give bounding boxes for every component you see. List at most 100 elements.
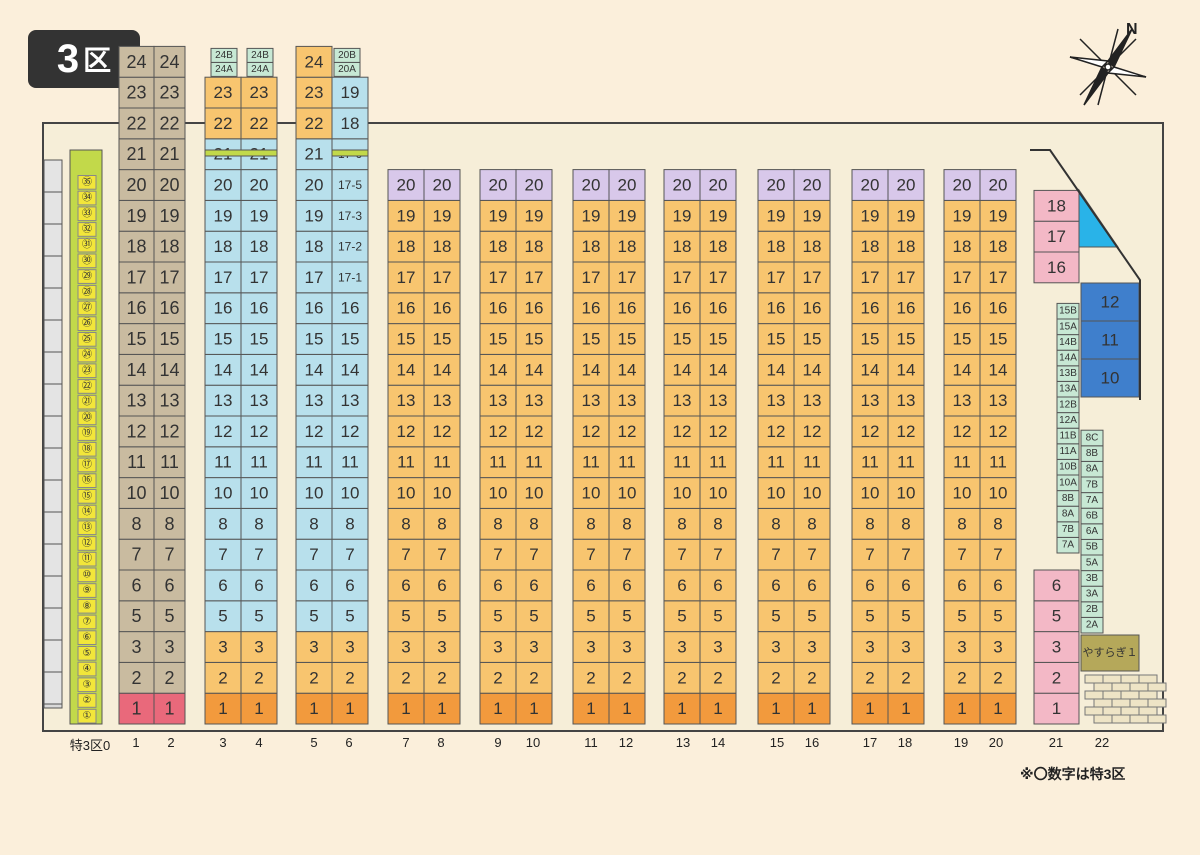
brick	[1084, 674, 1104, 684]
lot-cell	[204, 600, 242, 633]
lot-cell	[757, 446, 795, 479]
lot-label: 11	[618, 453, 636, 472]
lot-label: 15	[618, 330, 637, 349]
special-lot-label: ⑪	[82, 553, 92, 565]
lot-label: 13	[489, 391, 508, 410]
special-lot-label: ㉝	[82, 207, 92, 219]
lot-cell	[423, 384, 461, 417]
lot-cell	[699, 292, 737, 325]
special-lot-cell	[77, 300, 97, 316]
lot-cell	[887, 477, 925, 509]
lot-label: 19	[525, 206, 544, 225]
lot-label: 6	[771, 576, 780, 595]
lot-cell	[793, 569, 831, 602]
lot-label: 16	[305, 299, 324, 318]
lot-label: 10	[1101, 369, 1120, 388]
lot-cell	[204, 323, 242, 355]
left-wall-segment	[43, 607, 63, 641]
lot-cell	[295, 76, 333, 109]
lot-label: 1	[901, 699, 910, 718]
lot-label: 5	[131, 606, 141, 626]
special-lot-label: ㉔	[82, 349, 92, 361]
lot-label: 24	[159, 52, 179, 72]
left-wall-segment	[43, 223, 63, 257]
lot-label: 11	[127, 452, 146, 472]
lot-label: 22	[250, 114, 269, 133]
lot-label: 11	[767, 453, 785, 472]
lot-label: 18	[341, 114, 360, 133]
lot-label: 8	[957, 514, 966, 533]
lot-label: 3	[401, 638, 410, 657]
lot-cell	[943, 507, 981, 540]
lot-cell	[887, 323, 925, 355]
column-label: 21	[1048, 735, 1064, 750]
special-lot-cell	[77, 175, 97, 190]
lot-label: 6	[131, 575, 141, 595]
lot-label: 13	[803, 391, 822, 410]
lot-label: 2	[901, 668, 910, 687]
lot-label: 7	[622, 545, 631, 564]
lot-label: 3	[309, 638, 318, 657]
lot-label: 3	[677, 638, 686, 657]
lot-label: 11	[803, 453, 821, 472]
lot-cell	[153, 353, 186, 386]
special-lot-cell	[77, 237, 97, 253]
lot-label: 2	[437, 668, 446, 687]
lot-label: 7	[401, 545, 410, 564]
lot-label: 21	[159, 144, 179, 164]
lot-cell	[118, 661, 155, 694]
lot-label: 15	[397, 330, 416, 349]
lot-label: 3	[254, 638, 263, 657]
lot-cell	[387, 199, 425, 232]
lot-cell	[295, 692, 333, 725]
brick	[1102, 706, 1122, 716]
lot-cell	[887, 230, 925, 263]
lot-label: 11	[214, 453, 232, 472]
lot-label: 5	[164, 606, 174, 626]
lot-cell	[572, 261, 610, 294]
lot-label: 12A	[1059, 415, 1077, 426]
lot-label: 20	[489, 176, 508, 195]
lot-label: 23	[250, 83, 269, 102]
lot-label: 13	[709, 391, 728, 410]
special-lot-label: ㉓	[82, 364, 92, 376]
brick	[1093, 714, 1113, 724]
column-label: 18	[897, 735, 913, 750]
lot-cell	[608, 384, 646, 417]
lot-cell	[331, 600, 369, 633]
lot-label: 6	[622, 576, 631, 595]
lot-cell	[331, 261, 369, 294]
special-lot-cell	[77, 504, 97, 520]
lot-label: 18	[159, 237, 179, 257]
lot-label: 6	[957, 576, 966, 595]
lot-label: 11	[897, 453, 915, 472]
lot-label: 3	[865, 638, 874, 657]
lot-label: 19	[489, 206, 508, 225]
lot-label: 16	[159, 298, 179, 318]
lot-label: 6	[677, 576, 686, 595]
lot-label: 3	[771, 638, 780, 657]
lot-label: 20	[953, 176, 972, 195]
special-lot-label: ㉙	[82, 270, 92, 282]
special-lot-cell	[77, 473, 97, 488]
left-wall-segment	[43, 319, 63, 353]
divider-strip	[331, 149, 369, 157]
lot-label: 20	[897, 176, 916, 195]
lot-label: 8	[865, 514, 874, 533]
lot-cell	[793, 415, 831, 448]
lot-label: 1	[713, 699, 722, 718]
special-lot-cell	[77, 567, 97, 583]
lot-label: 1	[865, 699, 874, 718]
lot-label: 24A	[251, 64, 269, 75]
lot-label: 19	[397, 206, 416, 225]
lot-label: 10	[397, 484, 416, 503]
lot-label: 7	[131, 545, 141, 565]
special-lot-label: ⑧	[83, 601, 92, 612]
lot-label: 3B	[1086, 573, 1099, 584]
lot-label: 19	[767, 206, 786, 225]
lot-label: 12B	[1059, 399, 1077, 410]
special-lot-label: ㉜	[82, 223, 92, 235]
lot-label: 17	[397, 268, 416, 287]
lot-cell	[331, 384, 369, 417]
lot-label: 10	[897, 484, 916, 503]
